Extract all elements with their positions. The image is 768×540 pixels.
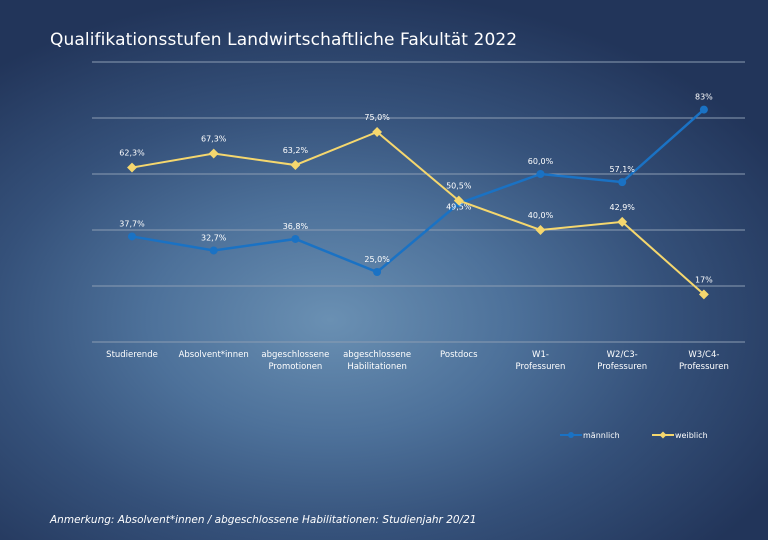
data-label: 37,7% xyxy=(119,219,145,228)
series-line-weiblich xyxy=(131,130,705,296)
x-tick-label: Professuren xyxy=(516,362,566,372)
data-label: 49,5% xyxy=(446,202,472,211)
data-label: 83% xyxy=(695,93,713,102)
data-label: 17% xyxy=(695,275,713,284)
x-tick-label: W1- xyxy=(532,350,549,360)
data-label: 62,3% xyxy=(119,149,145,158)
data-point xyxy=(699,105,708,114)
data-label: 32,7% xyxy=(201,233,227,242)
data-point xyxy=(291,234,300,243)
x-tick-label: abgeschlossene xyxy=(343,350,411,360)
x-tick-label: Professuren xyxy=(679,362,729,372)
x-tick-label: W2/C3- xyxy=(607,350,638,360)
data-label: 42,9% xyxy=(609,203,635,212)
data-label: 40,0% xyxy=(528,211,554,220)
data-point xyxy=(453,195,464,206)
data-point xyxy=(208,148,219,159)
x-tick-label: Studierende xyxy=(106,350,158,360)
data-label: 60,0% xyxy=(528,157,554,166)
data-label: 67,3% xyxy=(201,135,227,144)
data-point xyxy=(373,268,382,276)
x-tick-label: abgeschlossene xyxy=(261,350,329,360)
x-tick-label: Absolvent*innen xyxy=(179,350,249,360)
data-point xyxy=(535,225,546,235)
data-point xyxy=(698,289,709,300)
legend-marker xyxy=(659,431,667,439)
legend-label: weiblich xyxy=(675,431,708,440)
legend-label: männlich xyxy=(583,431,620,440)
data-label: 50,5% xyxy=(446,182,472,191)
data-label: 75,0% xyxy=(364,113,390,122)
series-line-männlich xyxy=(131,108,705,274)
x-tick-label: Habilitationen xyxy=(347,362,407,372)
data-label: 36,8% xyxy=(283,222,309,231)
x-tick-label: Professuren xyxy=(597,362,647,372)
data-label: 25,0% xyxy=(364,255,390,264)
data-point xyxy=(618,178,627,187)
data-point xyxy=(372,127,383,137)
x-tick-label: W3/C4- xyxy=(688,350,719,360)
data-label: 57,1% xyxy=(609,165,635,174)
footnote: Anmerkung: Absolvent*innen / abgeschloss… xyxy=(50,514,477,526)
chart-title: Qualifikationsstufen Landwirtschaftliche… xyxy=(50,30,518,50)
x-tick-label: Promotionen xyxy=(268,362,322,372)
data-point xyxy=(209,246,218,255)
data-point xyxy=(536,170,545,178)
legend-marker xyxy=(568,432,574,438)
data-point xyxy=(127,162,137,173)
data-label: 63,2% xyxy=(283,146,309,155)
data-point xyxy=(290,160,301,170)
x-tick-label: Postdocs xyxy=(440,350,478,360)
data-point xyxy=(617,216,628,227)
data-point xyxy=(128,232,136,241)
